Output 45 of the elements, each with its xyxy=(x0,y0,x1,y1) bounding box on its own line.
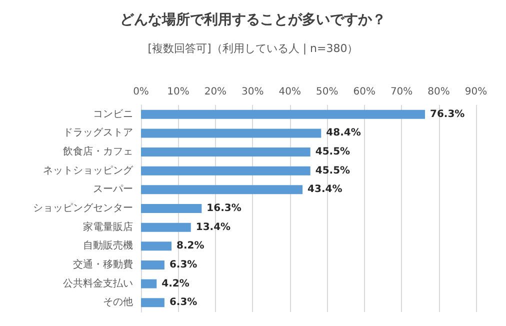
x-tick-label: 40% xyxy=(278,86,302,98)
data-label: 8.2% xyxy=(176,240,204,252)
x-tick-label: 60% xyxy=(353,86,376,98)
y-tick-label: 交通・移動費 xyxy=(73,258,133,270)
x-tick-label: 20% xyxy=(204,86,227,98)
data-label: 43.4% xyxy=(308,184,342,196)
data-label: 45.5% xyxy=(315,146,350,158)
x-tick-label: 50% xyxy=(316,86,338,98)
y-tick-label: ショッピングセンター xyxy=(33,203,133,214)
y-tick-label: 自動販売機 xyxy=(83,240,133,252)
bar xyxy=(141,185,303,194)
chart-title: どんな場所で利用することが多いですか？ xyxy=(120,12,386,28)
data-label: 45.5% xyxy=(315,165,350,176)
bar xyxy=(141,204,202,213)
bar xyxy=(141,298,164,308)
x-tick-label: 0% xyxy=(133,86,149,98)
x-tick-label: 10% xyxy=(167,86,190,98)
data-label: 13.4% xyxy=(196,222,231,233)
data-label: 6.3% xyxy=(169,297,198,308)
y-tick-label: ネットショッピング xyxy=(43,165,134,176)
y-tick-label: 家電量販店 xyxy=(83,220,133,233)
bar xyxy=(141,260,164,270)
bar xyxy=(141,279,157,288)
bar xyxy=(141,148,310,157)
x-tick-label: 80% xyxy=(428,86,450,98)
y-tick-label: 公共料金支払い xyxy=(63,277,133,290)
y-tick-label: その他 xyxy=(103,296,133,308)
data-label: 4.2% xyxy=(162,278,190,290)
x-tick-label: 90% xyxy=(464,86,488,98)
x-tick-label: 70% xyxy=(390,86,413,98)
bar xyxy=(141,222,191,232)
bar xyxy=(141,166,310,176)
data-label: 76.3% xyxy=(430,108,465,120)
data-label: 16.3% xyxy=(206,203,242,214)
data-label: 6.3% xyxy=(169,259,198,270)
chart-subtitle: [複数回答可]（利用している人 | n=380） xyxy=(148,42,358,55)
bar xyxy=(141,242,172,251)
data-label: 48.4% xyxy=(326,128,361,139)
y-tick-label: コンビニ xyxy=(93,108,133,120)
y-tick-label: 飲食店・カフェ xyxy=(63,146,133,158)
x-tick-label: 30% xyxy=(242,86,264,98)
bar xyxy=(141,128,322,138)
bar xyxy=(141,110,426,119)
y-tick-label: ドラッグストア xyxy=(63,128,133,139)
y-tick-label: スーパー xyxy=(93,184,133,196)
